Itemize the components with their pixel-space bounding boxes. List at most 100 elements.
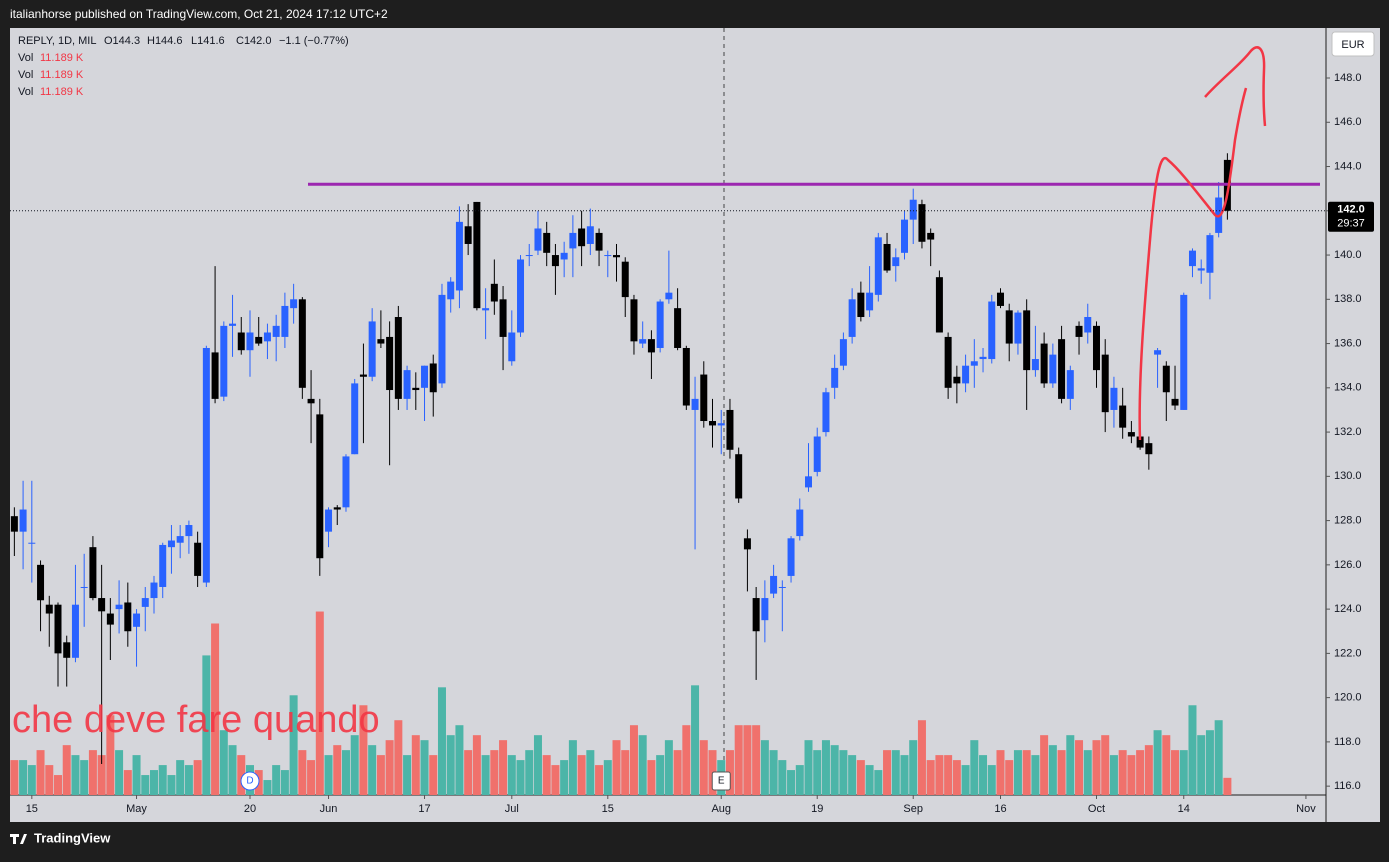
candle-body (255, 336, 263, 344)
volume-bar (324, 755, 333, 795)
candle-body (656, 301, 664, 348)
y-tick-label: 146.0 (1334, 116, 1362, 128)
volume-bar (595, 765, 604, 795)
footer-logo: TradingView (10, 830, 111, 845)
last-price-label: 142.0 (1337, 204, 1365, 216)
volume-bar (429, 755, 438, 795)
candle-body (386, 336, 394, 391)
volume-bar (184, 765, 193, 795)
candle-body (45, 604, 53, 614)
candle-body (1031, 359, 1039, 371)
volume-bar (970, 740, 979, 795)
logo-icon (10, 834, 27, 844)
volume-bar (1013, 750, 1022, 795)
volume-bar (1092, 740, 1101, 795)
volume-bar (603, 760, 612, 795)
volume-bar (638, 735, 647, 795)
volume-legend-name: Vol (18, 86, 33, 98)
volume-bar (88, 750, 97, 795)
currency[interactable]: EUR (1341, 39, 1364, 51)
currency-box[interactable] (1331, 31, 1375, 57)
freehand-arrow (1138, 87, 1248, 441)
volume-bar (490, 750, 499, 795)
y-tick-label: 122.0 (1334, 647, 1362, 659)
candle-body (874, 237, 882, 295)
volume-bar (1188, 705, 1197, 795)
x-tick-label: 16 (994, 803, 1006, 815)
volume-bar (1205, 730, 1214, 795)
candle-body (1171, 398, 1179, 406)
volume-bar (341, 750, 350, 795)
volume-bar (900, 755, 909, 795)
candle-body (534, 228, 542, 251)
publish-header: italianhorse published on TradingView.co… (10, 7, 388, 21)
candle-body (979, 356, 987, 360)
event-marker-label: D (246, 776, 253, 787)
candle-body (543, 232, 551, 253)
candle-body (1127, 432, 1135, 437)
volume-bar (1031, 755, 1040, 795)
candle-body (246, 332, 254, 351)
volume-bar (551, 765, 560, 795)
volume-bar (568, 740, 577, 795)
candle-body (717, 423, 725, 426)
candle-body (1145, 443, 1153, 455)
candle-body (604, 255, 612, 257)
candle-body (761, 598, 769, 621)
candle-body (831, 367, 839, 388)
volume-bar (1223, 777, 1232, 795)
footer: TradingView (34, 830, 111, 845)
candle-body (569, 232, 577, 249)
x-tick-label: 15 (26, 803, 38, 815)
candle-body (551, 255, 559, 267)
volume-bar (1197, 735, 1206, 795)
candle-body (1049, 354, 1057, 384)
volume-bar (1057, 750, 1066, 795)
candle-body (1162, 365, 1170, 393)
candle-body (368, 321, 376, 377)
volume-bar (307, 760, 316, 795)
volume-bar (629, 725, 638, 795)
y-tick-label: 124.0 (1334, 603, 1362, 615)
event-marker (240, 771, 260, 791)
volume-bar (499, 740, 508, 795)
volume-bar (1101, 735, 1110, 795)
candle-body (1110, 387, 1118, 410)
candle-body (1040, 343, 1048, 384)
volume-bar (27, 765, 36, 795)
volume-legend-name: Vol (18, 69, 33, 81)
volume-bar (865, 765, 874, 795)
volume-bar (289, 695, 298, 795)
candle-body (403, 370, 411, 399)
volume-bar (874, 770, 883, 795)
volume-bar (1005, 760, 1014, 795)
volume-bar (752, 725, 761, 795)
ohlc-high: H144.6 (147, 35, 182, 47)
volume-bar (673, 750, 682, 795)
y-tick-label: 120.0 (1334, 692, 1362, 704)
candle-body (1084, 317, 1092, 333)
volume-bar (1171, 750, 1180, 795)
candle-body (1101, 354, 1109, 413)
x-tick-label: Aug (711, 803, 731, 815)
volume-bar (1109, 755, 1118, 795)
volume-bar (804, 740, 813, 795)
candle-body (525, 255, 533, 257)
volume-bar (944, 755, 953, 795)
candle-body (185, 525, 193, 537)
volume-bar (769, 750, 778, 795)
candle-body (290, 299, 298, 309)
volume-bar (647, 760, 656, 795)
volume-bar (1214, 720, 1223, 795)
volume-bar (1066, 735, 1075, 795)
volume-bar (385, 740, 394, 795)
volume-bar (533, 735, 542, 795)
candle-body (263, 332, 271, 342)
annotation: che deve fare quando (12, 699, 380, 741)
volume-bar (368, 745, 377, 795)
volume-bar (830, 745, 839, 795)
volume-bar (621, 750, 630, 795)
candle-body (377, 339, 385, 344)
volume-bar (202, 655, 211, 795)
